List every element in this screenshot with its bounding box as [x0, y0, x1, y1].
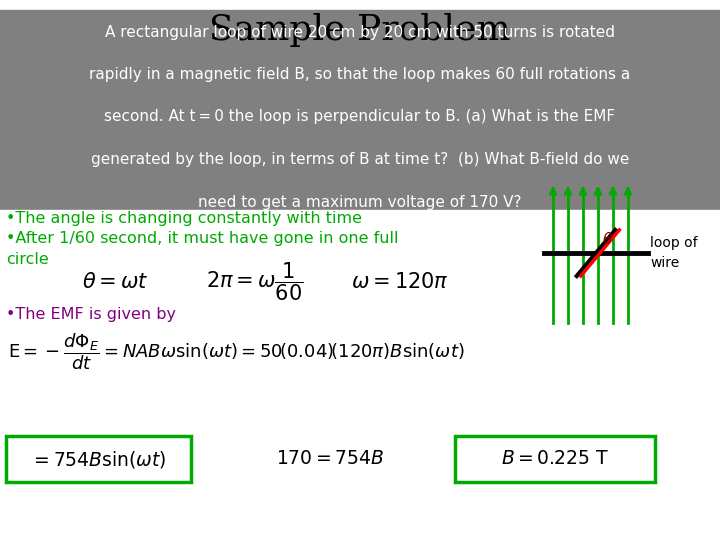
- Text: second. At t = 0 the loop is perpendicular to B. (a) What is the EMF: second. At t = 0 the loop is perpendicul…: [104, 110, 616, 125]
- Text: $= 754B\sin\!\left(\omega t\right)$: $= 754B\sin\!\left(\omega t\right)$: [30, 449, 167, 469]
- Text: $\mathsf{E} = -\dfrac{d\Phi_E}{dt} = NAB\omega\sin\!\left(\omega t\right) = 50\!: $\mathsf{E} = -\dfrac{d\Phi_E}{dt} = NAB…: [8, 332, 464, 372]
- Text: $B = 0.225\ \mathrm{T}$: $B = 0.225\ \mathrm{T}$: [501, 449, 609, 469]
- Text: generated by the loop, in terms of B at time t?  (b) What B-field do we: generated by the loop, in terms of B at …: [91, 152, 629, 167]
- Bar: [0, 10, 720, 210]
- Text: need to get a maximum voltage of 170 V?: need to get a maximum voltage of 170 V?: [198, 194, 522, 210]
- Bar: [6, 436, 191, 482]
- Text: $170 = 754B$: $170 = 754B$: [276, 449, 384, 469]
- Text: $\theta = \omega t$: $\theta = \omega t$: [81, 272, 148, 292]
- Text: Sample Problem: Sample Problem: [210, 13, 510, 47]
- Text: rapidly in a magnetic field B, so that the loop makes 60 full rotations a: rapidly in a magnetic field B, so that t…: [89, 67, 631, 82]
- Text: •The angle is changing constantly with time: •The angle is changing constantly with t…: [6, 211, 362, 226]
- Text: circle: circle: [6, 253, 49, 267]
- Text: $\theta$: $\theta$: [603, 231, 613, 247]
- Text: A rectangular loop of wire 20 cm by 20 cm with 50 turns is rotated: A rectangular loop of wire 20 cm by 20 c…: [105, 24, 615, 39]
- Text: •The EMF is given by: •The EMF is given by: [6, 307, 176, 322]
- Text: $\omega = 120\pi$: $\omega = 120\pi$: [351, 272, 449, 292]
- Text: loop of
wire: loop of wire: [650, 237, 698, 270]
- Text: •After 1/60 second, it must have gone in one full: •After 1/60 second, it must have gone in…: [6, 231, 398, 246]
- Bar: [0, 210, 720, 540]
- Bar: [455, 436, 655, 482]
- Text: $2\pi = \omega\dfrac{1}{60}$: $2\pi = \omega\dfrac{1}{60}$: [206, 261, 304, 303]
